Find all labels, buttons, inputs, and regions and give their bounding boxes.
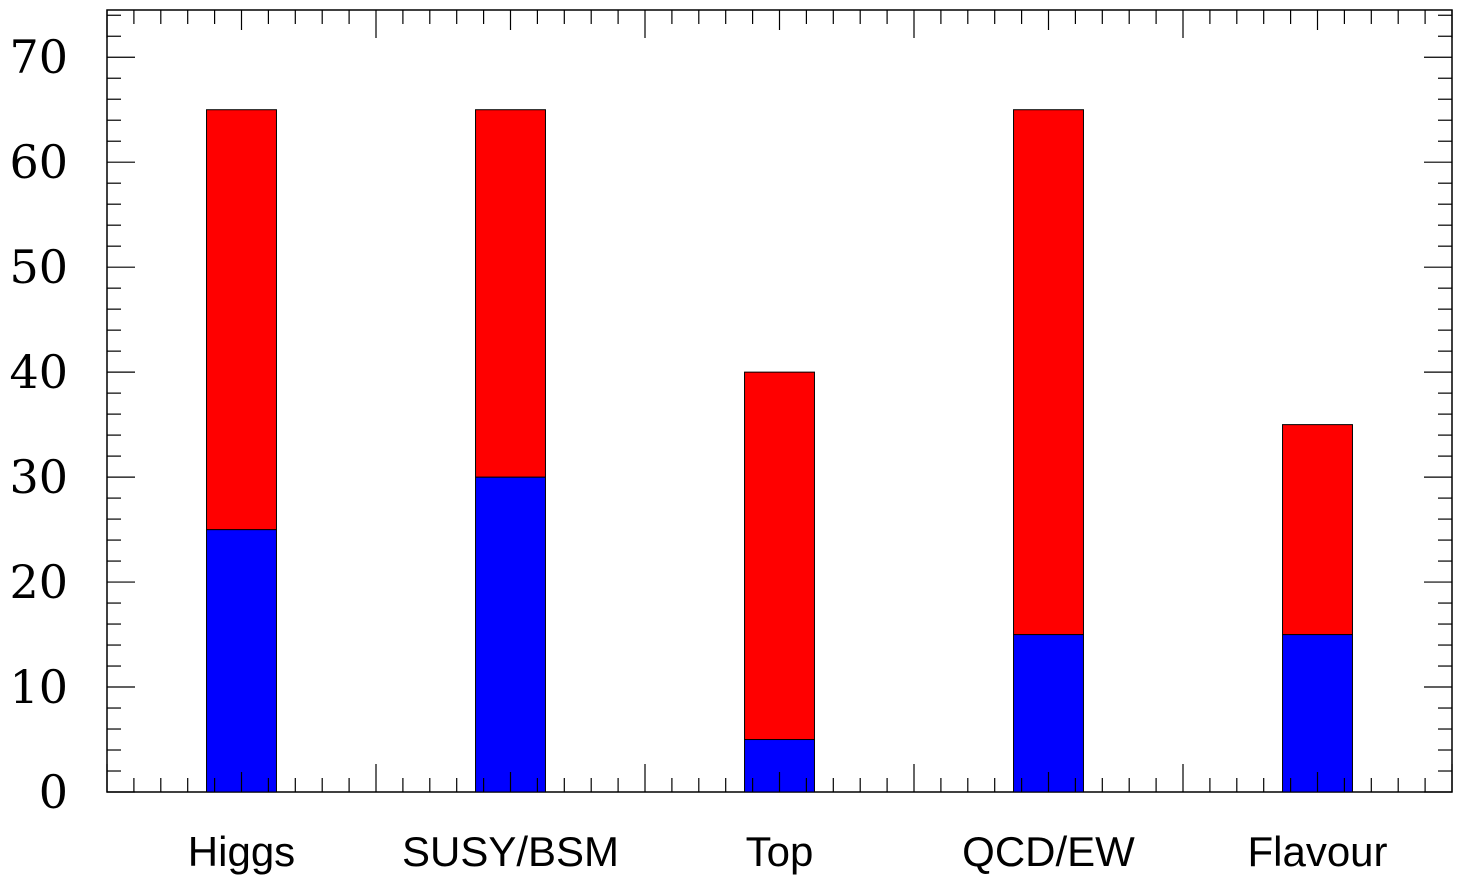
y-tick-label: 30 [9, 450, 68, 504]
y-tick-label: 60 [9, 135, 68, 189]
x-tick-label: Top [746, 828, 814, 875]
bar-flavour-series-2 [1282, 424, 1353, 636]
bar-higgs-series-2 [206, 109, 277, 531]
y-tick-label: 0 [39, 765, 68, 819]
x-tick-labels: Higgs SUSY/BSM Top QCD/EW Flavour [188, 828, 1388, 875]
x-tick-label: SUSY/BSM [402, 828, 619, 875]
x-tick-label: QCD/EW [962, 828, 1135, 875]
bars-layer [206, 109, 1353, 793]
y-tick-label: 10 [9, 660, 68, 714]
y-tick-label: 40 [9, 345, 68, 399]
bar-qcd-ew-series-2 [1013, 109, 1084, 636]
bar-qcd-ew-series-1 [1013, 634, 1084, 793]
bar-flavour-series-1 [1282, 634, 1353, 793]
x-tick-label: Higgs [188, 828, 295, 875]
bar-higgs-series-1 [206, 529, 277, 793]
axis-ticks [106, 10, 1453, 793]
y-tick-label: 20 [9, 555, 68, 609]
bar-top-series-2 [744, 371, 815, 741]
y-tick-label: 50 [9, 240, 68, 294]
bar-susy-bsm-series-2 [475, 109, 546, 478]
y-tick-labels: 0 10 20 30 40 50 60 70 [9, 30, 68, 819]
bar-susy-bsm-series-1 [475, 476, 546, 793]
x-tick-label: Flavour [1247, 828, 1387, 875]
y-tick-label: 70 [9, 30, 68, 84]
